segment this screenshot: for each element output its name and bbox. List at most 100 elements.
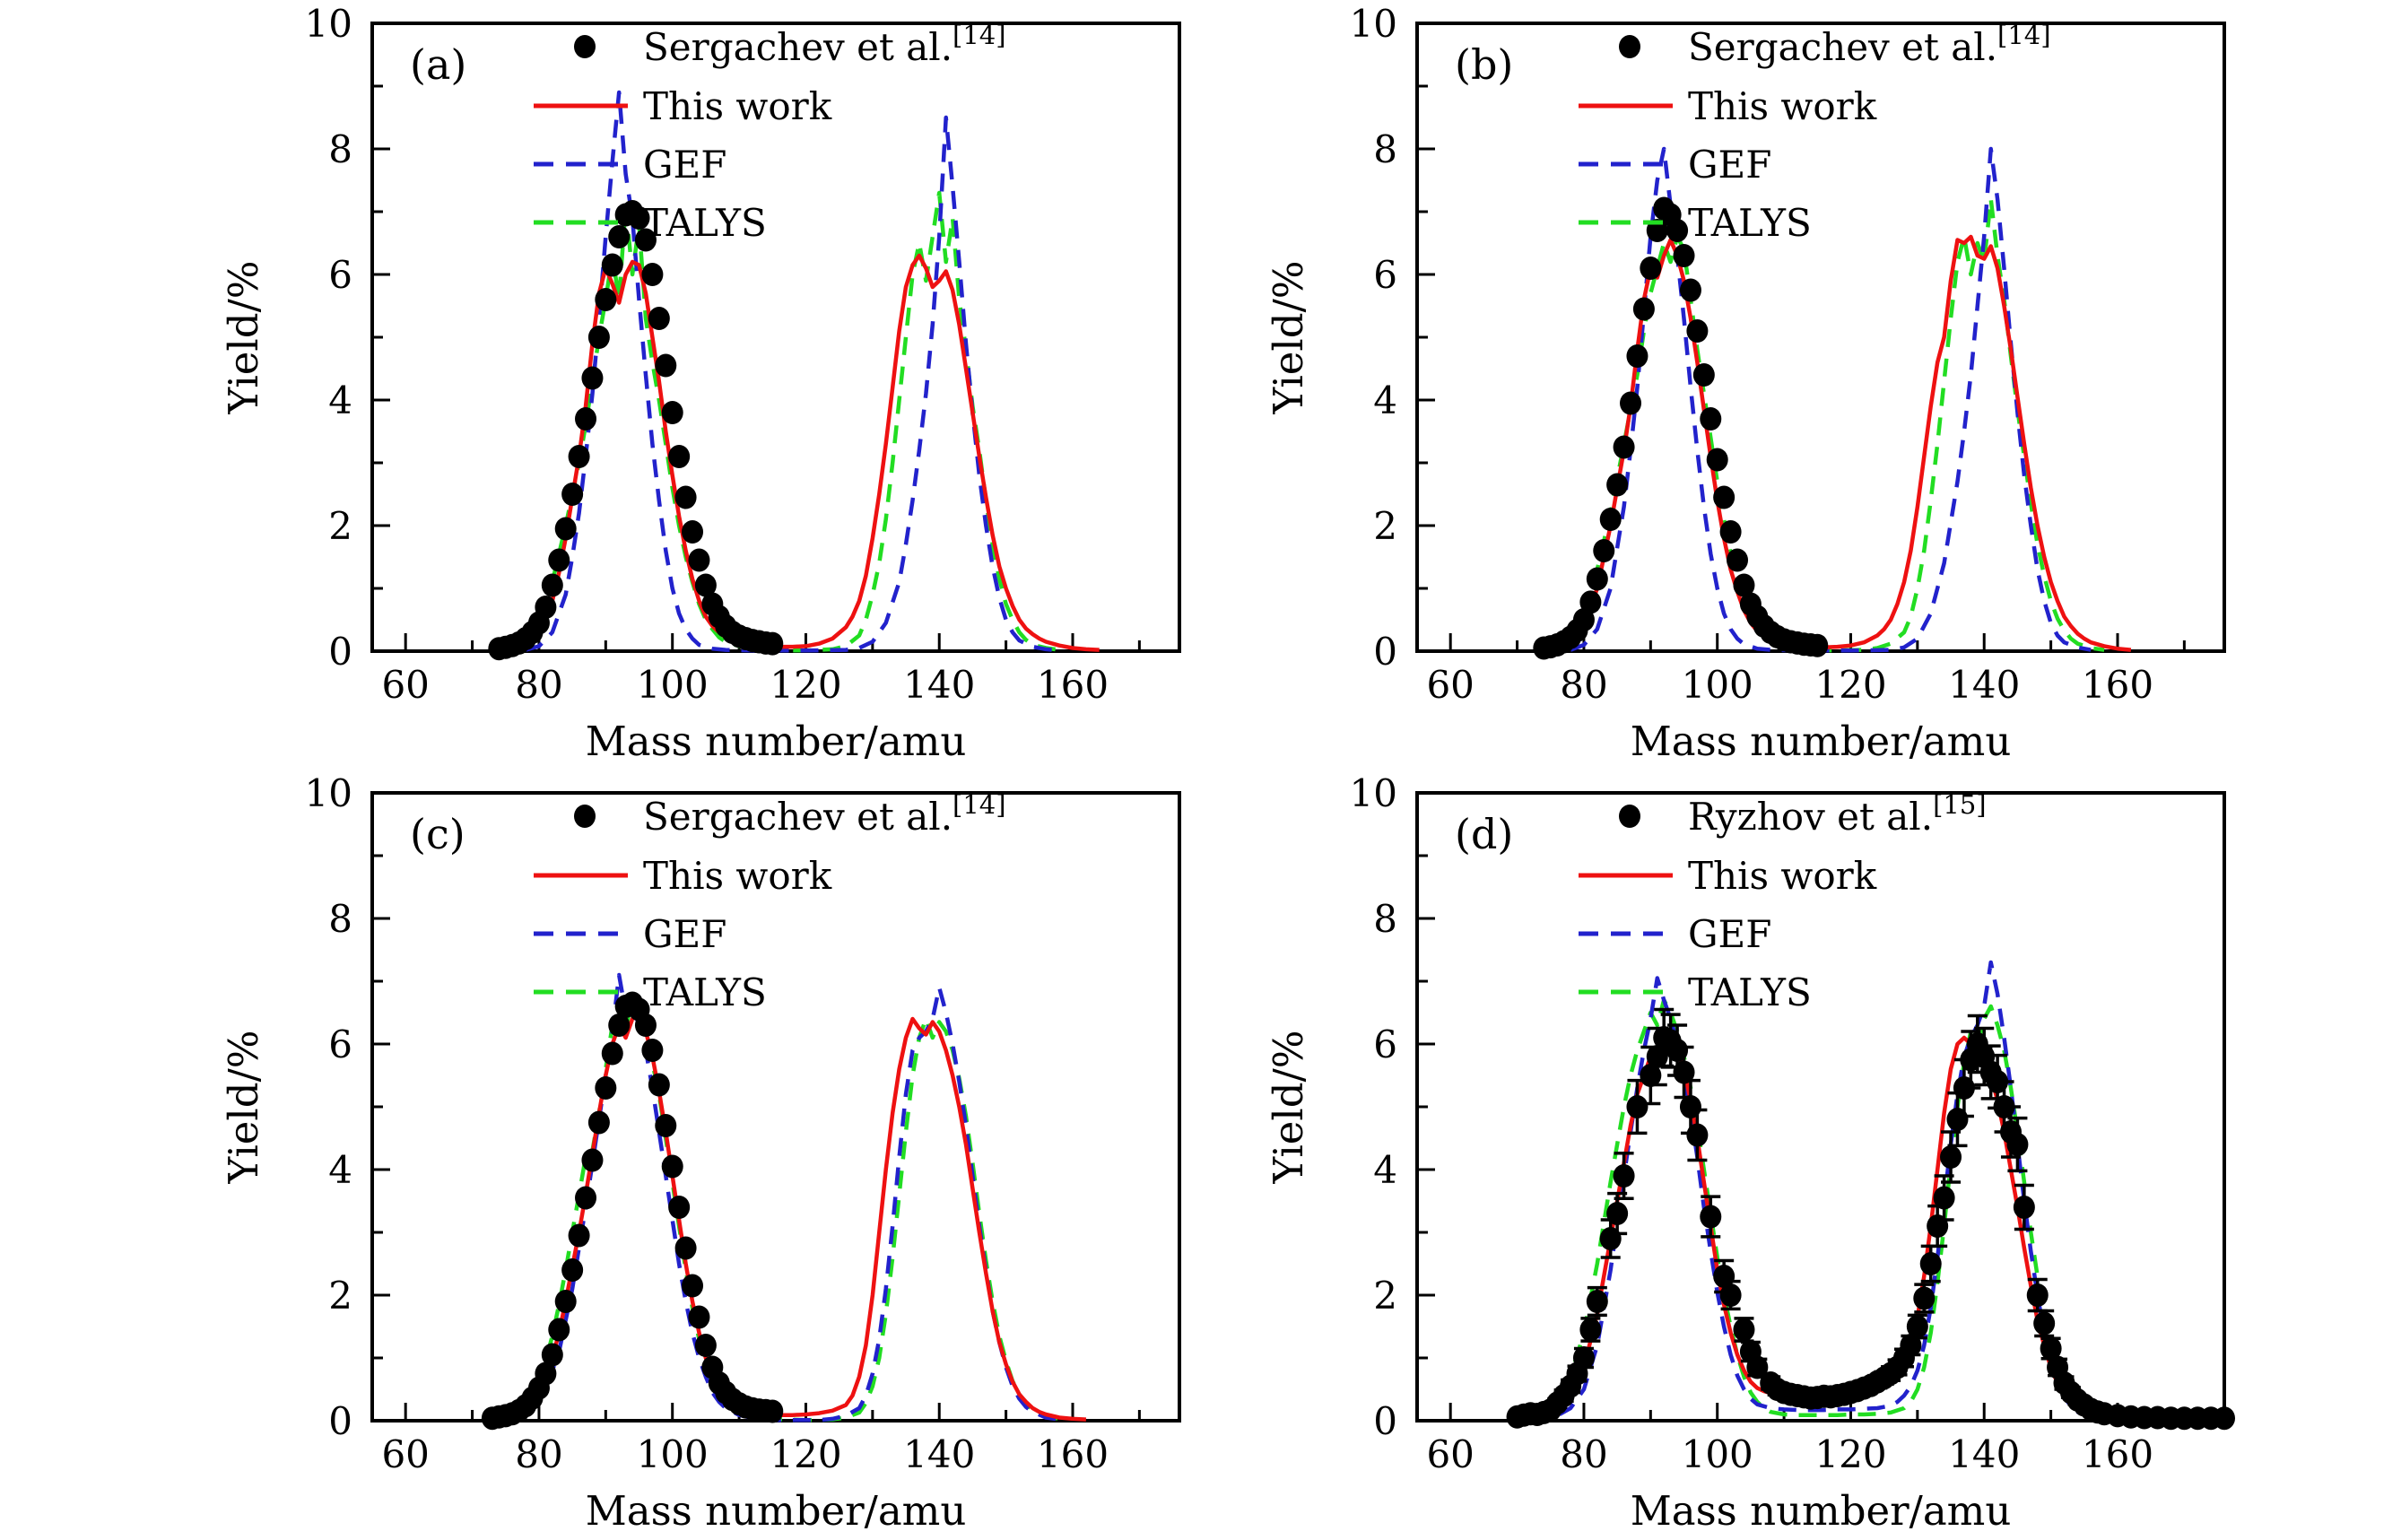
experiment-points <box>1533 196 1829 660</box>
data-point <box>2040 1336 2062 1361</box>
data-point <box>1906 1315 1928 1338</box>
data-point <box>601 1041 623 1066</box>
x-axis-title: Mass number/amu <box>1631 718 2012 765</box>
x-tick-label: 100 <box>637 663 709 707</box>
y-tick-label: 4 <box>1373 1148 1397 1192</box>
data-point <box>668 1196 691 1219</box>
legend-marker-circle <box>1619 35 1640 58</box>
y-tick-label: 6 <box>328 253 352 297</box>
data-point <box>1579 1318 1602 1342</box>
data-point <box>1692 363 1715 387</box>
data-point <box>761 631 784 656</box>
y-tick-label: 8 <box>328 897 352 941</box>
y-axis-title: Yield/% <box>1265 1030 1312 1184</box>
data-point <box>548 548 570 572</box>
data-point <box>655 1114 677 1137</box>
x-tick-label: 60 <box>1426 1432 1474 1476</box>
panel-label: (b) <box>1455 40 1513 89</box>
y-axis-title: Yield/% <box>1265 260 1312 414</box>
data-point <box>668 445 691 468</box>
y-tick-label: 2 <box>328 504 352 548</box>
legend-entry-label: This work <box>1688 84 1877 128</box>
figure-panel-c: 60 80 100 120 140 160 Mass number/amu 0 2 4 6 8 10 Yi… <box>139 771 1224 1537</box>
data-point <box>581 1148 604 1172</box>
x-axis: 60 80 100 120 140 160 Mass number/amu <box>381 1403 1141 1535</box>
data-point <box>561 1258 584 1282</box>
y-tick-label: 2 <box>1373 504 1397 548</box>
data-point <box>1700 1205 1722 1229</box>
y-tick-label: 10 <box>1350 5 1397 46</box>
data-point <box>1599 508 1622 531</box>
data-point <box>761 1399 784 1423</box>
data-point <box>1719 1283 1742 1307</box>
data-point <box>561 483 584 506</box>
x-tick-label: 60 <box>381 663 429 707</box>
x-tick-label: 160 <box>1037 663 1109 707</box>
x-tick-label: 60 <box>1426 663 1474 707</box>
data-point <box>587 326 610 349</box>
data-point <box>688 548 710 572</box>
legend-entry-label: This work <box>1688 854 1877 898</box>
data-point <box>608 225 631 248</box>
legend: Ryzhov et al.[15] This work GEF TALYS <box>1579 789 1987 1014</box>
data-point <box>575 407 597 431</box>
y-tick-label: 2 <box>1373 1274 1397 1318</box>
data-point <box>1613 435 1635 459</box>
figure-panel-d: 60 80 100 120 140 160 Mass number/amu 0 2 4 6 8 10 Yi… <box>1184 771 2269 1537</box>
series-line-gef <box>525 90 1060 653</box>
data-point <box>1933 1186 1955 1210</box>
data-point <box>568 445 590 468</box>
y-axis: 0 2 4 6 8 10 Yield/% <box>220 2 390 674</box>
x-tick-label: 80 <box>1560 663 1607 707</box>
data-point <box>1673 244 1695 267</box>
chart-d: 60 80 100 120 140 160 Mass number/amu 0 2 4 6 8 10 Yi… <box>1265 771 2235 1535</box>
data-point <box>2214 1406 2235 1431</box>
y-tick-label: 2 <box>328 1274 352 1318</box>
data-point <box>587 1110 610 1135</box>
experiment-points <box>488 200 784 661</box>
y-tick-label: 4 <box>1373 378 1397 422</box>
experiment-points <box>1506 1007 2235 1431</box>
chart-b: 60 80 100 120 140 160 Mass number/amu 0 2 4 6 8 10 Yi… <box>1265 2 2226 765</box>
data-point <box>694 1334 717 1357</box>
x-tick-label: 100 <box>1682 663 1753 707</box>
data-point <box>1586 567 1608 591</box>
data-point <box>1900 1334 1922 1357</box>
x-axis: 60 80 100 120 140 160 Mass number/amu <box>1426 633 2186 765</box>
y-axis: 0 2 4 6 8 10 Yield/% <box>220 771 390 1443</box>
panel-label: (a) <box>410 40 466 89</box>
x-tick-label: 160 <box>1037 1432 1109 1476</box>
x-axis: 60 80 100 120 140 160 Mass number/amu <box>1426 1403 2186 1535</box>
data-point <box>682 1274 704 1298</box>
data-point <box>1626 344 1649 368</box>
data-point <box>1686 1123 1709 1147</box>
x-tick-label: 60 <box>381 1432 429 1476</box>
data-point <box>595 1076 617 1100</box>
chart-c: 60 80 100 120 140 160 Mass number/amu 0 2 4 6 8 10 Yi… <box>220 771 1181 1535</box>
data-point <box>1679 278 1701 302</box>
data-point <box>568 1223 590 1248</box>
x-tick-label: 100 <box>1682 1432 1753 1476</box>
x-axis-title: Mass number/amu <box>586 718 967 765</box>
x-tick-label: 80 <box>1560 1432 1607 1476</box>
data-point <box>661 1154 683 1179</box>
y-tick-label: 8 <box>1373 127 1397 171</box>
legend: Sergachev et al.[14] This work GEF TALYS <box>1579 20 2051 245</box>
y-tick-label: 0 <box>1373 1399 1397 1443</box>
y-tick-label: 4 <box>328 378 352 422</box>
legend-marker-circle <box>574 35 596 58</box>
data-point <box>694 573 717 597</box>
x-axis-title: Mass number/amu <box>586 1487 967 1535</box>
x-tick-label: 80 <box>515 663 562 707</box>
y-tick-label: 10 <box>305 5 352 46</box>
x-axis-title: Mass number/amu <box>1631 1487 2012 1535</box>
figure-panel-b: 60 80 100 120 140 160 Mass number/amu 0 2 4 6 8 10 Yi… <box>1184 2 2269 768</box>
data-point <box>688 1305 710 1329</box>
y-axis-title: Yield/% <box>220 260 267 414</box>
legend-marker-circle <box>1619 805 1640 828</box>
series-line-gef <box>1530 960 2105 1423</box>
data-point <box>634 228 657 252</box>
data-point <box>628 206 650 230</box>
legend-entry-label: This work <box>643 84 832 128</box>
